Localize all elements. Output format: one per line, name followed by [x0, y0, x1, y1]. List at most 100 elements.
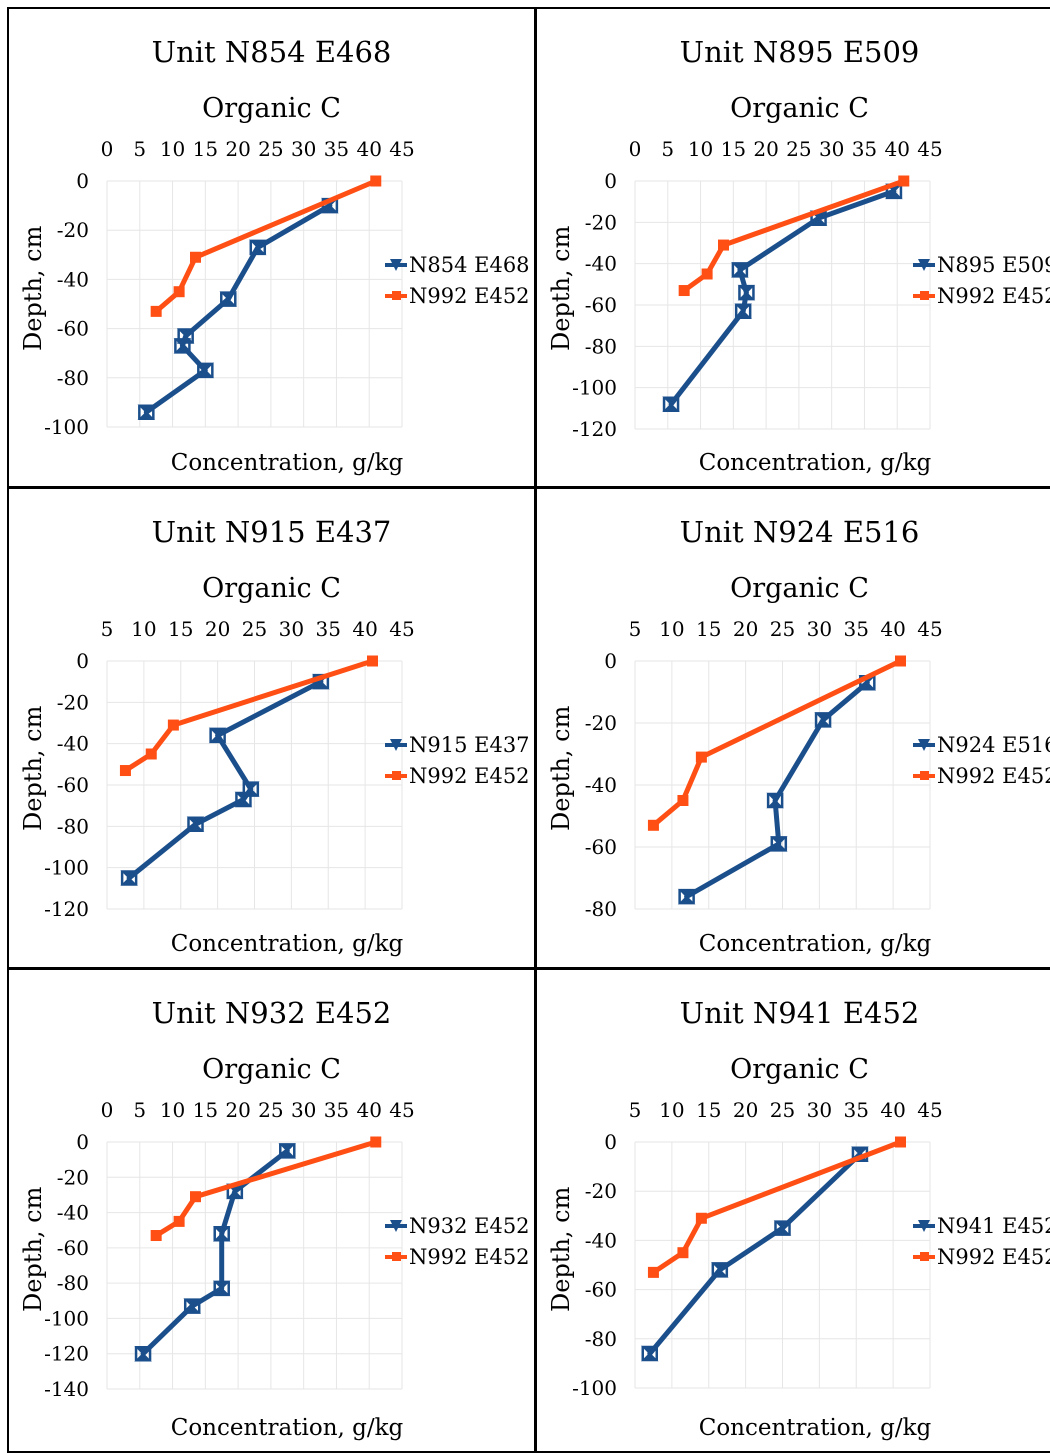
chart-panel: Unit N915 E437 Organic C 5 10 15 20 25 30 35 40 45… — [7, 487, 536, 969]
data-point-edge — [738, 285, 755, 300]
legend-item: N895 E509 — [913, 249, 1050, 280]
y-tick-label: -40 — [585, 773, 617, 797]
series-reference — [647, 1136, 906, 1278]
data-point — [734, 303, 752, 319]
data-point — [370, 1136, 382, 1148]
data-point — [701, 268, 713, 280]
x-tick-label: 35 — [316, 617, 341, 641]
series-line — [681, 178, 907, 293]
y-tick-label: -40 — [585, 252, 617, 276]
x-axis-label: Concentration, g/kg — [698, 1415, 932, 1441]
data-point — [208, 727, 227, 744]
legend-marker — [918, 258, 930, 271]
x-tick-label: 30 — [807, 617, 832, 641]
series-line — [684, 680, 870, 900]
y-tick-label: -60 — [57, 773, 89, 797]
y-axis-label: Depth, cm — [547, 1186, 575, 1312]
series-line — [647, 1151, 863, 1357]
series-line — [650, 1139, 903, 1275]
data-point-edge — [678, 889, 695, 904]
panel-title: Unit N915 E437 — [151, 515, 392, 549]
data-point — [190, 251, 201, 263]
x-tick-label: 35 — [852, 137, 877, 161]
data-point — [370, 175, 382, 187]
legend-marker — [390, 258, 402, 271]
x-tick-label: 15 — [696, 617, 721, 641]
legend-marker — [920, 290, 929, 300]
series-reference — [119, 655, 378, 777]
legend-label: N895 E509 — [937, 252, 1050, 277]
data-point-edge — [662, 397, 680, 412]
legend-swatch — [385, 1219, 407, 1232]
data-point-edge — [766, 793, 784, 808]
plot-svg: 0 5 10 15 20 25 30 35 40 450-20-40-60-80-100-120 — [572, 137, 943, 441]
data-point — [770, 836, 788, 852]
legend-label: N915 E437 — [409, 732, 530, 757]
data-point — [183, 1298, 202, 1314]
plot-svg: 0 5 10 15 20 25 30 35 40 450-20-40-60-80-100-120-… — [44, 1098, 415, 1401]
x-tick-label: 40 — [884, 137, 909, 161]
chart-panel: Unit N854 E468 Organic C 0 5 10 15 20 25 30 35 40 4… — [7, 7, 536, 488]
x-tick-label: 25 — [258, 137, 283, 161]
x-tick-label: 25 — [786, 137, 811, 161]
data-point — [695, 751, 707, 763]
series-line — [126, 679, 324, 881]
data-point — [173, 286, 185, 298]
y-tick-label: -120 — [44, 1342, 89, 1366]
y-tick-label: -20 — [585, 711, 617, 735]
x-axis-label: Concentration, g/kg — [698, 450, 932, 476]
legend-marker — [920, 1251, 929, 1261]
data-point — [150, 1230, 162, 1242]
x-tick-label: 30 — [291, 1098, 316, 1122]
x-tick-label: 35 — [844, 617, 869, 641]
legend-swatch — [913, 1219, 935, 1232]
data-point — [647, 1266, 659, 1278]
legend-item: N854 E468 — [385, 249, 530, 280]
x-tick-label: 15 — [193, 1098, 218, 1122]
series-line — [153, 178, 379, 314]
x-tick-label: 20 — [753, 137, 778, 161]
legend: N941 E452 N992 E452 — [913, 1210, 1050, 1272]
data-point — [150, 305, 162, 317]
data-point-edge — [249, 240, 267, 255]
legend-label: N924 E516 — [937, 732, 1050, 757]
x-axis-label: Concentration, g/kg — [170, 931, 404, 957]
legend-swatch — [385, 770, 407, 780]
y-axis-label: Depth, cm — [547, 705, 575, 831]
legend-label: N992 E452 — [409, 763, 530, 788]
legend-item: N992 E452 — [913, 1241, 1050, 1272]
x-tick-label: 35 — [844, 1098, 869, 1122]
series-line — [668, 188, 897, 407]
plot-svg: 5 10 15 20 25 30 35 40 45 0 -20 -40 -60 -80 -100 — [572, 1098, 943, 1400]
y-tick-label: -60 — [585, 1278, 617, 1302]
x-axis-label: Concentration, g/kg — [170, 1415, 404, 1441]
legend-marker — [390, 738, 402, 751]
legend-swatch — [385, 738, 407, 751]
data-point-edge — [209, 728, 226, 743]
series-reference — [678, 175, 910, 297]
y-tick-label: -40 — [585, 1228, 617, 1252]
x-tick-label: 20 — [225, 1098, 250, 1122]
data-point — [234, 791, 253, 808]
y-tick-label: -20 — [57, 1165, 89, 1189]
chart-panel: Unit N895 E509 Organic C 0 5 10 15 20 25 30 35 40 4… — [535, 7, 1050, 488]
y-tick-label: -20 — [585, 1179, 617, 1203]
x-tick-label: 20 — [733, 1098, 758, 1122]
y-axis-label: Depth, cm — [547, 225, 575, 351]
y-tick-label: -100 — [572, 376, 617, 400]
x-tick-label: 15 — [721, 137, 746, 161]
legend-item: N992 E452 — [385, 280, 530, 311]
data-point — [677, 795, 689, 806]
y-axis-label: Depth, cm — [19, 1186, 47, 1312]
data-point — [190, 1191, 201, 1203]
data-point — [173, 338, 192, 354]
series-main — [662, 183, 903, 412]
x-tick-label: 45 — [389, 137, 414, 161]
data-point-edge — [134, 1346, 152, 1361]
series-line — [122, 658, 375, 773]
data-point — [119, 765, 131, 777]
x-tick-label: 40 — [352, 617, 377, 641]
y-tick-label: -100 — [572, 1376, 617, 1400]
x-tick-label: 25 — [258, 1098, 283, 1122]
